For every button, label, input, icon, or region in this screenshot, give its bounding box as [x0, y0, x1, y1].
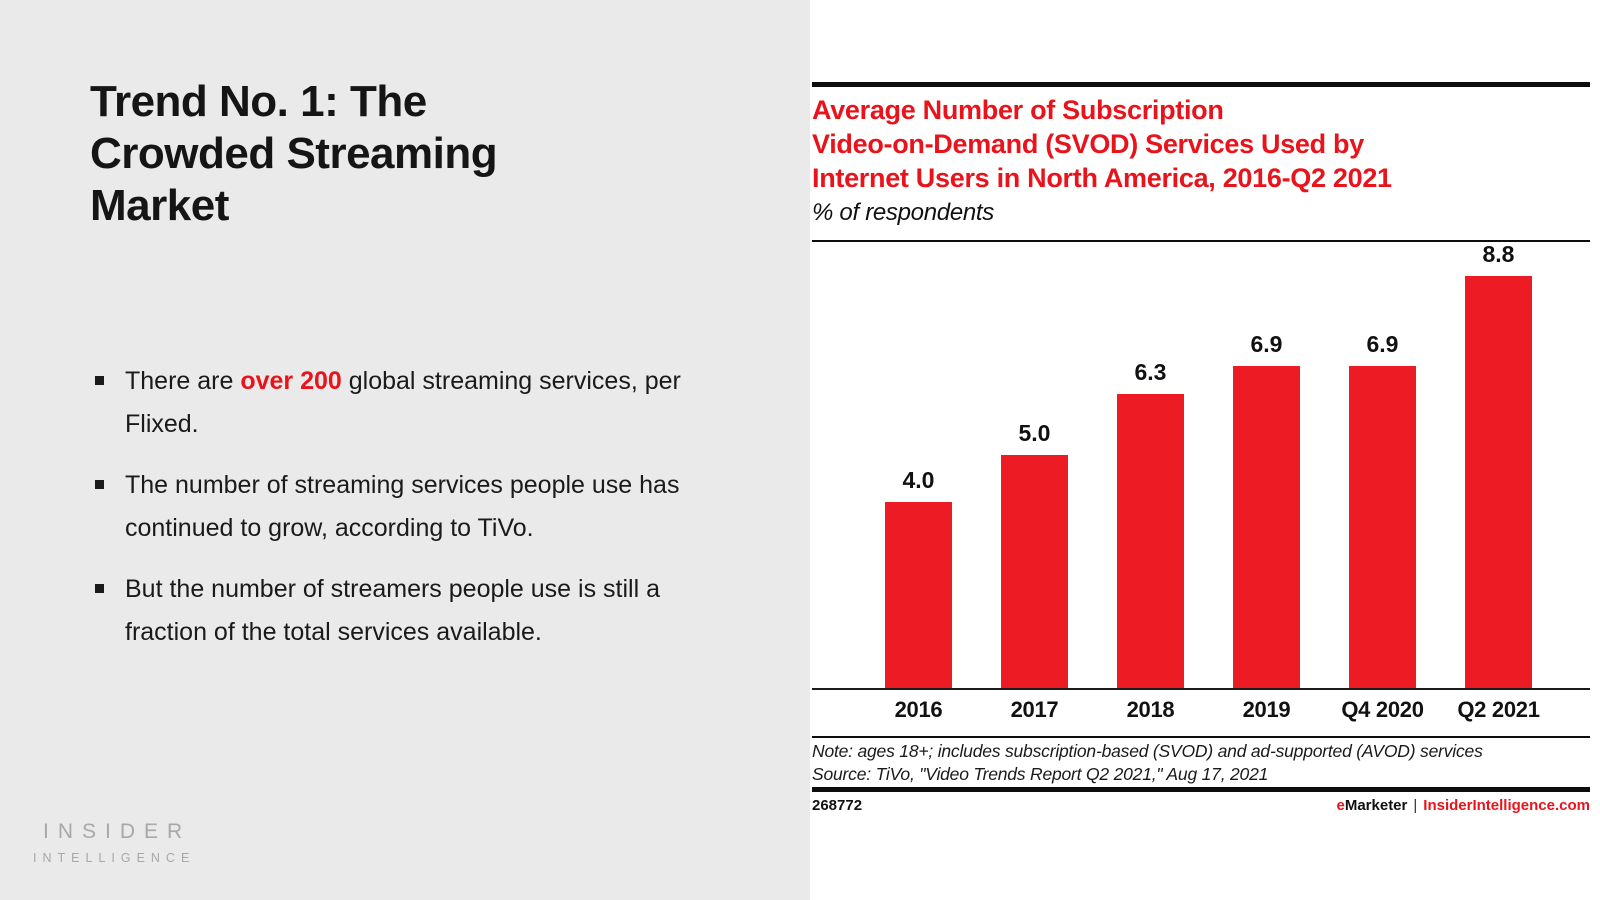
chart-title-line-1: Average Number of Subscription — [812, 95, 1224, 125]
emarketer-e: e — [1336, 797, 1345, 814]
bar-value-label: 8.8 — [1482, 241, 1515, 267]
chart-title: Average Number of Subscription Video-on-… — [812, 93, 1590, 195]
bullet-item-1: There are over 200 global streaming serv… — [95, 360, 695, 446]
bullet-square-icon — [95, 584, 104, 593]
bar-value-label: 6.3 — [1134, 359, 1167, 385]
slide-title-line-2: Crowded Streaming — [90, 128, 498, 178]
insider-intelligence-logo: INSIDER INTELLIGENCE — [33, 820, 195, 865]
logo-intelligence-text: INTELLIGENCE — [33, 851, 196, 865]
x-axis-labels: 2016 2017 2018 2019 Q4 2020 Q2 2021 — [812, 697, 1590, 725]
bullet-list: There are over 200 global streaming serv… — [95, 360, 695, 672]
bar-2018 — [1117, 394, 1184, 690]
brand-separator: | — [1413, 797, 1418, 814]
x-axis-label: 2019 — [1242, 697, 1291, 722]
insider-intelligence-url: InsiderIntelligence.com — [1423, 797, 1590, 814]
x-axis-label: Q4 2020 — [1341, 697, 1424, 722]
chart-title-line-2: Video-on-Demand (SVOD) Services Used by — [812, 129, 1364, 159]
bar-plot: 4.0 5.0 6.3 6.9 6.9 8.8 — [812, 0, 1590, 690]
bullet-text-2: The number of streaming services people … — [125, 464, 695, 550]
x-axis-label: Q2 2021 — [1457, 697, 1540, 722]
bullet-text-3: But the number of streamers people use i… — [125, 568, 695, 654]
chart-title-line-3: Internet Users in North America, 2016-Q2… — [812, 163, 1392, 193]
chart-subtitle-rule — [812, 240, 1590, 242]
x-axis-line — [812, 688, 1590, 690]
bar-value-label: 5.0 — [1018, 420, 1051, 446]
bullet-3-pre: But the number of streamers people use i… — [125, 575, 660, 646]
bullet-item-2: The number of streaming services people … — [95, 464, 695, 550]
bullet-2-pre: The number of streaming services people … — [125, 471, 680, 542]
chart-id-number: 268772 — [812, 797, 863, 814]
slide-title: Trend No. 1: The Crowded Streaming Marke… — [90, 76, 630, 232]
bar-q2-2021 — [1465, 276, 1532, 690]
x-axis-label: 2017 — [1010, 697, 1059, 722]
bar-q4-2020 — [1349, 366, 1416, 690]
bar-value-label: 4.0 — [902, 467, 935, 493]
bullet-text-1: There are over 200 global streaming serv… — [125, 360, 695, 446]
bullet-1-pre: There are — [125, 367, 241, 395]
note-top-rule — [812, 736, 1590, 738]
bar-2019 — [1233, 366, 1300, 690]
chart-panel: Average Number of Subscription Video-on-… — [810, 0, 1600, 900]
x-axis-label: 2018 — [1126, 697, 1175, 722]
bar-value-label: 6.9 — [1250, 331, 1283, 357]
bar-value-label: 6.9 — [1366, 331, 1399, 357]
bullet-square-icon — [95, 376, 104, 385]
x-axis-label: 2016 — [894, 697, 943, 722]
bar-2016 — [885, 502, 952, 690]
bar-2017 — [1001, 455, 1068, 690]
slide-title-line-1: Trend No. 1: The — [90, 77, 427, 126]
bullet-1-highlight: over 200 — [240, 367, 342, 395]
emarketer-rest: Marketer — [1344, 797, 1408, 814]
bullet-square-icon — [95, 480, 104, 489]
slide-title-line-3: Market — [90, 180, 229, 230]
bullet-item-3: But the number of streamers people use i… — [95, 568, 695, 654]
bullet-1-post: global streaming services, per Flixed. — [125, 367, 681, 438]
slide-text-panel: Trend No. 1: The Crowded Streaming Marke… — [0, 0, 810, 900]
chart-subtitle: % of respondents — [812, 199, 994, 226]
brand-lockup: eMarketer | InsiderIntelligence.com — [1336, 797, 1590, 814]
chart-footer: 268772 eMarketer | InsiderIntelligence.com — [812, 797, 1590, 814]
chart-note: Note: ages 18+; includes subscription-ba… — [812, 741, 1483, 761]
chart-top-rule — [812, 82, 1590, 87]
logo-insider-text: INSIDER — [43, 820, 192, 843]
chart-source: Source: TiVo, "Video Trends Report Q2 20… — [812, 764, 1269, 784]
footer-top-rule — [812, 787, 1590, 792]
